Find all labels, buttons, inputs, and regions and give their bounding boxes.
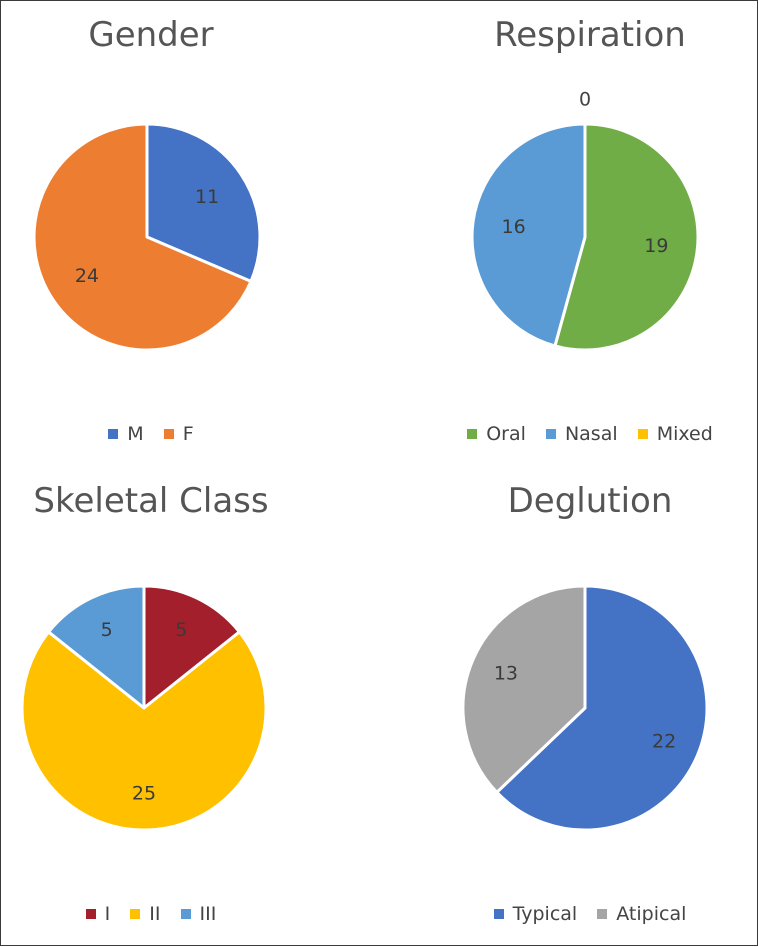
data-label-typical: 22	[652, 730, 676, 752]
legend-swatch	[85, 909, 96, 919]
pie-slice-typical	[495, 584, 709, 832]
deglution-pie: 22 13	[461, 584, 709, 832]
data-label-nasal: 16	[502, 216, 526, 238]
data-label-f: 24	[75, 265, 99, 287]
skeletal-class-chart: Skeletal Class 5 25 5 I II III	[1, 471, 301, 947]
pie-slice-f	[32, 122, 253, 352]
legend-item-atipical: Atipical	[597, 903, 686, 925]
legend-label: III	[199, 903, 217, 925]
gender-chart: Gender 11 24 M F	[1, 1, 301, 471]
pie-slice-ii	[20, 630, 268, 832]
legend-swatch	[163, 429, 174, 439]
legend-item-mixed: Mixed	[637, 423, 713, 445]
legend-label: M	[127, 423, 144, 445]
skeletal-class-legend: I II III	[1, 903, 301, 925]
gender-pie: 11 24	[32, 122, 262, 352]
legend-swatch	[545, 429, 556, 439]
pie-slice-i	[142, 584, 241, 710]
pie-slice-oral	[553, 122, 700, 352]
legend-item-oral: Oral	[467, 423, 526, 445]
data-label-oral: 19	[644, 235, 668, 257]
legend-label: Typical	[512, 903, 578, 925]
pie-slice-iii	[47, 584, 146, 710]
legend-swatch	[637, 429, 648, 439]
chart-title: Respiration	[494, 15, 686, 55]
legend-item-iii: III	[180, 903, 217, 925]
chart-title: Skeletal Class	[33, 481, 269, 521]
legend-swatch	[180, 909, 191, 919]
data-label-mixed: 0	[579, 89, 591, 111]
legend-swatch	[108, 429, 119, 439]
respiration-pie: 19 16 0	[470, 89, 700, 352]
legend-label: II	[149, 903, 161, 925]
data-label-i: 5	[175, 619, 187, 641]
legend-item-nasal: Nasal	[545, 423, 618, 445]
pie-slice-atipical	[461, 584, 587, 794]
deglution-chart: Deglution 22 13 Typical Atipical	[421, 471, 758, 947]
respiration-legend: Oral Nasal Mixed	[421, 423, 758, 445]
legend-label: F	[182, 423, 194, 445]
respiration-chart: Respiration 19 16 0 Oral Nasal Mixed	[421, 1, 758, 471]
legend-label: Atipical	[616, 903, 687, 925]
legend-label: Mixed	[656, 423, 713, 445]
legend-swatch	[130, 909, 141, 919]
legend-item-f: F	[163, 423, 194, 445]
legend-swatch	[493, 909, 504, 919]
data-label-m: 11	[195, 186, 219, 208]
deglution-legend: Typical Atipical	[421, 903, 758, 925]
gender-legend: M F	[1, 423, 301, 445]
skeletal-class-pie: 5 25 5	[20, 584, 268, 832]
legend-label: I	[104, 903, 111, 925]
data-label-ii: 25	[132, 783, 156, 805]
pie-slice-m	[145, 122, 262, 283]
legend-label: Oral	[486, 423, 526, 445]
pie-slice-nasal	[470, 122, 587, 348]
legend-swatch	[597, 909, 608, 919]
data-label-atipical: 13	[494, 663, 518, 685]
legend-item-ii: II	[130, 903, 161, 925]
legend-item-typical: Typical	[493, 903, 578, 925]
legend-swatch	[467, 429, 478, 439]
data-label-iii: 5	[101, 619, 113, 641]
legend-item-i: I	[85, 903, 111, 925]
legend-label: Nasal	[564, 423, 618, 445]
legend-item-m: M	[108, 423, 144, 445]
chart-title: Deglution	[507, 481, 673, 521]
chart-title: Gender	[88, 15, 214, 55]
